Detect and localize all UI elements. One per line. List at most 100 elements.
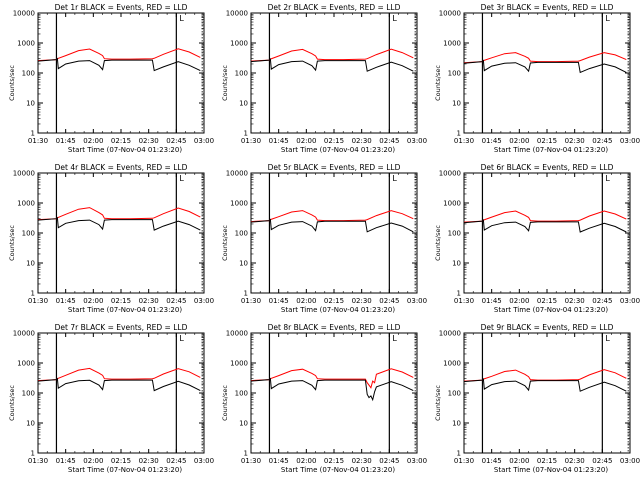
detector-panel-9: 1 10 100 1000 10000 01:30 01:45 02:00 02:15 02:30…: [434, 323, 640, 474]
y-tick-label: 1: [457, 290, 461, 298]
y-tick-label: 1000: [17, 360, 35, 368]
x-tick-label: 02:00: [509, 297, 529, 305]
y-tick-label: 10: [452, 100, 461, 108]
y-tick-label: 10: [452, 420, 461, 428]
x-tick-label: 02:45: [166, 297, 186, 305]
y-axis-label: Counts/sec: [434, 65, 442, 101]
y-tick-label: 1: [31, 450, 35, 458]
flag-label: L: [179, 14, 184, 23]
y-tick-label: 10: [239, 260, 248, 268]
x-tick-label: 02:30: [565, 297, 585, 305]
plot-frame: [37, 332, 205, 454]
y-axis-label: Counts/sec: [434, 225, 442, 261]
x-axis-label: Start Time (07-Nov-04 01:23:20): [281, 306, 395, 314]
x-tick-label: 02:45: [379, 297, 399, 305]
x-tick-label: 03:00: [194, 297, 214, 305]
x-tick-label: 01:45: [482, 137, 502, 145]
y-tick-label: 1000: [17, 200, 35, 208]
y-tick-label: 10000: [439, 170, 461, 178]
y-axis-label: Counts/sec: [221, 385, 229, 421]
plot-frame: [37, 172, 205, 294]
x-tick-label: 01:30: [28, 297, 48, 305]
x-tick-label: 02:45: [166, 457, 186, 465]
panel-title: Det 1r BLACK = Events, RED = LLD: [55, 3, 188, 12]
x-tick-label: 03:00: [620, 137, 640, 145]
y-tick-label: 1000: [230, 200, 248, 208]
x-tick-label: 01:45: [56, 457, 76, 465]
x-axis-label: Start Time (07-Nov-04 01:23:20): [494, 306, 608, 314]
plot-frame: [250, 332, 418, 454]
y-tick-label: 1000: [230, 360, 248, 368]
lld-rate-line: [37, 207, 201, 221]
events-rate-line: [463, 59, 627, 74]
detector-panel-8: 1 10 100 1000 10000 01:30 01:45 02:00 02:15 02:30…: [221, 323, 427, 474]
y-tick-label: 10: [26, 100, 35, 108]
x-tick-label: 02:15: [324, 137, 344, 145]
y-tick-label: 10000: [439, 10, 461, 18]
y-tick-label: 1000: [230, 40, 248, 48]
detector-panel-1: 1 10 100 1000 10000 01:30 01:45 02:00 02:15 02:30…: [8, 3, 214, 154]
x-axis-label: Start Time (07-Nov-04 01:23:20): [281, 146, 395, 154]
x-tick-label: 02:30: [139, 137, 159, 145]
lld-rate-line: [463, 369, 627, 382]
flag-label: L: [605, 174, 610, 183]
x-tick-label: 02:00: [83, 457, 103, 465]
y-axis-label: Counts/sec: [221, 225, 229, 261]
y-tick-label: 10000: [226, 330, 248, 338]
flag-label: L: [179, 174, 184, 183]
y-axis-label: Counts/sec: [8, 225, 16, 261]
flag-label: L: [392, 174, 397, 183]
plot-frame: [463, 12, 631, 134]
flag-label: L: [392, 14, 397, 23]
x-tick-label: 01:30: [28, 457, 48, 465]
x-axis-label: Start Time (07-Nov-04 01:23:20): [68, 466, 182, 474]
x-tick-label: 02:00: [83, 137, 103, 145]
detector-panel-3: 1 10 100 1000 10000 01:30 01:45 02:00 02:15 02:30…: [434, 3, 640, 154]
y-tick-label: 10: [452, 260, 461, 268]
panel-title: Det 2r BLACK = Events, RED = LLD: [268, 3, 401, 12]
x-tick-label: 02:45: [379, 457, 399, 465]
y-tick-label: 10000: [226, 10, 248, 18]
x-tick-label: 03:00: [407, 137, 427, 145]
y-tick-label: 100: [235, 230, 248, 238]
x-tick-label: 01:30: [241, 297, 261, 305]
y-tick-label: 1000: [17, 40, 35, 48]
y-tick-label: 1: [244, 130, 248, 138]
y-tick-label: 100: [448, 70, 461, 78]
x-tick-label: 03:00: [194, 457, 214, 465]
y-tick-label: 100: [235, 390, 248, 398]
lld-rate-line: [250, 48, 414, 62]
y-tick-label: 100: [22, 70, 35, 78]
y-tick-label: 1: [244, 290, 248, 298]
events-rate-line: [250, 57, 414, 72]
x-tick-label: 03:00: [620, 297, 640, 305]
x-tick-label: 02:15: [537, 457, 557, 465]
y-tick-label: 10000: [13, 170, 35, 178]
lld-rate-line: [250, 210, 414, 223]
x-tick-label: 01:30: [241, 137, 261, 145]
plot-frame: [250, 172, 418, 294]
y-tick-label: 10000: [13, 10, 35, 18]
plot-frame: [463, 172, 631, 294]
x-tick-label: 02:30: [565, 137, 585, 145]
x-tick-label: 02:15: [111, 457, 131, 465]
y-tick-label: 1: [31, 290, 35, 298]
x-axis-label: Start Time (07-Nov-04 01:23:20): [68, 146, 182, 154]
lld-rate-line: [463, 52, 627, 64]
y-tick-label: 1000: [443, 360, 461, 368]
panel-title: Det 8r BLACK = Events, RED = LLD: [268, 323, 401, 332]
flag-label: L: [605, 14, 610, 23]
x-axis-label: Start Time (07-Nov-04 01:23:20): [281, 466, 395, 474]
x-tick-label: 03:00: [407, 297, 427, 305]
x-tick-label: 03:00: [620, 457, 640, 465]
x-tick-label: 02:30: [565, 457, 585, 465]
lld-rate-line: [463, 210, 627, 223]
x-tick-label: 02:15: [324, 297, 344, 305]
x-tick-label: 02:00: [509, 137, 529, 145]
x-tick-label: 02:00: [296, 137, 316, 145]
y-tick-label: 10: [26, 260, 35, 268]
panel-title: Det 6r BLACK = Events, RED = LLD: [481, 163, 614, 172]
x-tick-label: 01:45: [56, 297, 76, 305]
x-tick-label: 02:45: [379, 137, 399, 145]
